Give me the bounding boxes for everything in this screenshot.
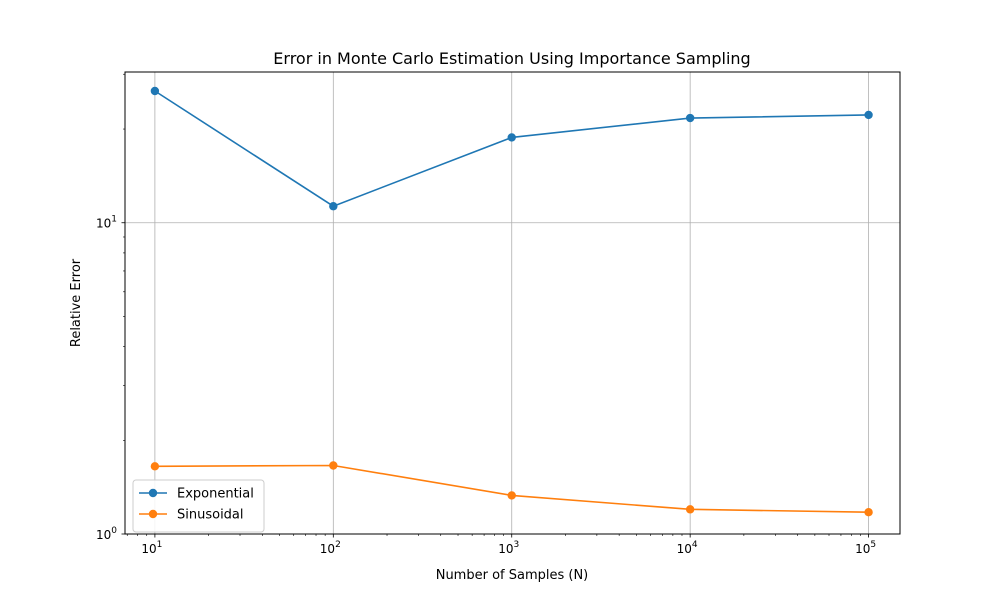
x-tick-base: 10 [320, 542, 335, 556]
y-tick-label: 101 [96, 215, 117, 231]
plot-frame [124, 71, 901, 535]
series-sinusoidal [150, 461, 873, 517]
x-tick-base: 10 [855, 542, 870, 556]
legend-marker-exponential [148, 488, 158, 498]
x-tick-base: 10 [141, 542, 156, 556]
legend-label-sinusoidal: Sinusoidal [177, 508, 244, 523]
data-point-sinusoidal [329, 461, 338, 470]
y-tick-exp: 0 [111, 526, 117, 536]
data-point-exponential [329, 202, 338, 211]
data-point-sinusoidal [507, 491, 516, 500]
x-tick-exp: 4 [692, 540, 698, 550]
x-tick-exp: 2 [335, 540, 341, 550]
y-tick-label: 100 [96, 526, 117, 542]
x-tick-label: 103 [498, 540, 519, 556]
data-point-exponential [685, 113, 695, 123]
data-point-exponential [507, 133, 516, 142]
y-axis-label: Relative Error [69, 258, 84, 347]
chart-title: Error in Monte Carlo Estimation Using Im… [273, 49, 750, 68]
data-point-sinusoidal [685, 505, 695, 514]
y-tick-base: 10 [96, 528, 111, 542]
data-point-sinusoidal [150, 462, 160, 471]
series-exponential [150, 86, 873, 211]
x-tick-base: 10 [677, 542, 692, 556]
x-tick-exp: 1 [157, 540, 163, 550]
x-tick-exp: 3 [514, 540, 520, 550]
x-axis-label: Number of Samples (N) [436, 568, 589, 583]
x-tick-label: 105 [855, 540, 876, 556]
data-point-exponential [864, 110, 873, 120]
data-point-exponential [150, 86, 160, 96]
y-tick-base: 10 [96, 217, 111, 231]
x-tick-exp: 5 [870, 540, 876, 550]
legend-label-exponential: Exponential [177, 487, 254, 502]
x-tick-label: 104 [677, 540, 698, 556]
series-layer [150, 86, 873, 517]
y-tick-exp: 1 [111, 215, 117, 225]
x-tick-label: 102 [320, 540, 341, 556]
legend-marker-sinusoidal [148, 509, 158, 519]
x-tick-base: 10 [498, 542, 513, 556]
legend: Exponential Sinusoidal [132, 479, 265, 533]
data-point-sinusoidal [864, 508, 873, 517]
x-tick-label: 101 [141, 540, 162, 556]
